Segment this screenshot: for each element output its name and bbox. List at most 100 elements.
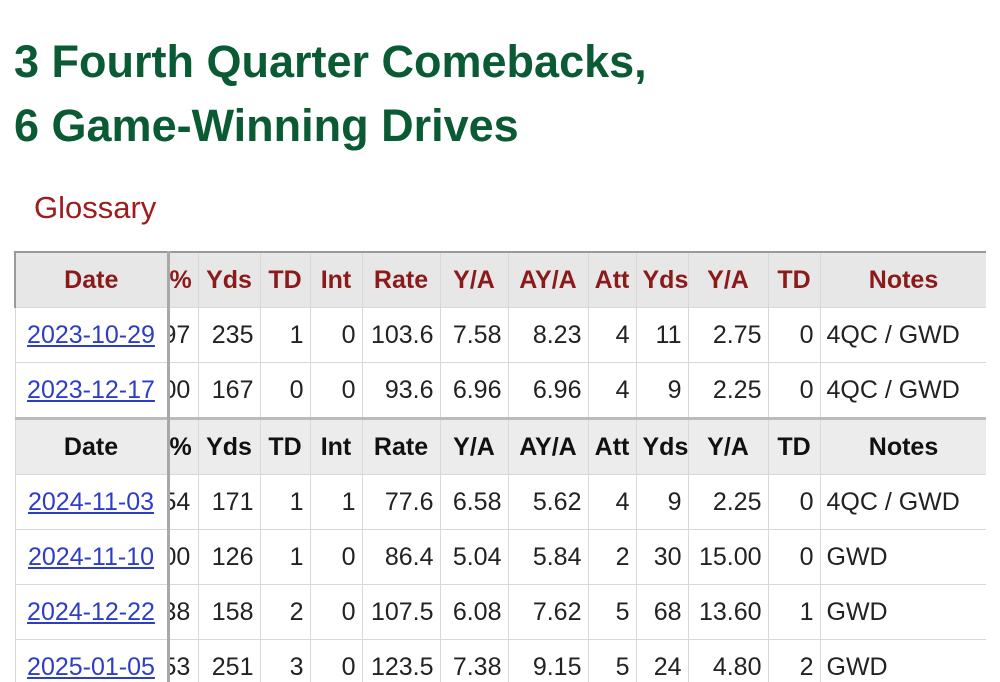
cell-rush-td: 1 (767, 584, 821, 640)
column-header-ya[interactable]: Y/A (439, 417, 509, 475)
column-header-date[interactable]: Date (14, 417, 170, 475)
column-header-int[interactable]: Int (309, 417, 363, 475)
page-title: 3 Fourth Quarter Comebacks, 6 Game-Winni… (14, 30, 647, 158)
completion-pct-value: 00 (169, 375, 191, 404)
cell-int: 1 (309, 474, 363, 530)
cell-ay-a: 8.23 (507, 307, 589, 363)
cell-ya: 5.04 (439, 529, 509, 585)
cell-yds: 167 (197, 362, 261, 419)
column-header-rush-td[interactable]: TD (767, 251, 821, 308)
cell-att: 4 (587, 307, 637, 363)
cell-date[interactable]: 2023-12-17 (14, 362, 170, 419)
completion-pct-value: 00 (169, 542, 191, 571)
cell-int: 0 (309, 307, 363, 363)
cell-yds: 171 (197, 474, 261, 530)
cell-td: 3 (259, 639, 311, 682)
column-header-rush-yds[interactable]: Yds (635, 251, 689, 308)
column-header-att[interactable]: Att (587, 251, 637, 308)
cell-rush-ya: 13.60 (687, 584, 769, 640)
cell-ya: 6.08 (439, 584, 509, 640)
column-header-notes[interactable]: Notes (819, 251, 986, 308)
cell-rush-td: 2 (767, 639, 821, 682)
cell-yds: 251 (197, 639, 261, 682)
cell-rush-yds: 9 (635, 474, 689, 530)
column-header-ya[interactable]: Y/A (439, 251, 509, 308)
game-date-link[interactable]: 2024-11-10 (27, 542, 155, 571)
completion-pct-value: 54 (169, 487, 191, 516)
cell-date[interactable]: 2024-11-03 (14, 474, 170, 530)
column-header-rate[interactable]: Rate (361, 251, 441, 308)
column-header-notes[interactable]: Notes (819, 417, 986, 475)
table-row: 2024-12-22 3815820107.56.087.6256813.601G… (14, 584, 986, 640)
game-date-link[interactable]: 2024-12-22 (27, 597, 155, 626)
column-header-rush-td[interactable]: TD (767, 417, 821, 475)
cell-ay-a: 6.96 (507, 362, 589, 419)
cell-att: 4 (587, 474, 637, 530)
cell-td: 2 (259, 584, 311, 640)
game-date-link[interactable]: 2024-11-03 (27, 487, 155, 516)
cell-date[interactable]: 2024-11-10 (14, 529, 170, 585)
game-winning-drives-table-wrapper[interactable]: Date% Yds TD Int Rate Y/A AY/A Att Yds Y/A TD Notes… (14, 251, 986, 682)
cell-date[interactable]: 2024-12-22 (14, 584, 170, 640)
cell-ay-a: 7.62 (507, 584, 589, 640)
cell-att: 5 (587, 584, 637, 640)
cell-rate: 86.4 (361, 529, 441, 585)
cell-ay-a: 5.62 (507, 474, 589, 530)
cell-date[interactable]: 2023-10-29 (14, 307, 170, 363)
column-header-ay-a[interactable]: AY/A (507, 251, 589, 308)
cell-pct: 97 (167, 307, 199, 363)
cell-notes: 4QC / GWD (819, 307, 986, 363)
cell-rush-ya: 15.00 (687, 529, 769, 585)
cell-date[interactable]: 2025-01-05 (14, 639, 170, 682)
column-header-int[interactable]: Int (309, 251, 363, 308)
cell-notes: GWD (819, 584, 986, 640)
cell-att: 5 (587, 639, 637, 682)
column-header-rush-yds[interactable]: Yds (635, 417, 689, 475)
game-winning-drives-table: Date% Yds TD Int Rate Y/A AY/A Att Yds Y/A TD Notes… (14, 251, 986, 682)
cell-ya: 7.38 (439, 639, 509, 682)
cell-rush-td: 0 (767, 529, 821, 585)
glossary-link[interactable]: Glossary (34, 190, 157, 225)
cell-yds: 235 (197, 307, 261, 363)
game-date-link[interactable]: 2023-10-29 (27, 320, 155, 349)
cell-ay-a: 5.84 (507, 529, 589, 585)
game-date-link[interactable]: 2025-01-05 (27, 652, 155, 681)
table-row: 2025-01-05 5325130123.57.389.155244.802GW… (14, 639, 986, 682)
table-subheader-row: Date% Yds TD Int Rate Y/A AY/A Att Yds Y/A TD Notes (14, 417, 986, 475)
cell-pct: 53 (167, 639, 199, 682)
cell-att: 4 (587, 362, 637, 419)
column-header-yds[interactable]: Yds (197, 417, 261, 475)
table-row: 2023-10-299723510103.67.588.234112.7504Q… (14, 307, 986, 363)
column-header-rush-ya[interactable]: Y/A (687, 417, 769, 475)
cell-rush-yds: 68 (635, 584, 689, 640)
cell-rush-yds: 9 (635, 362, 689, 419)
cell-rate: 107.5 (361, 584, 441, 640)
column-header-pct[interactable]: % (167, 251, 199, 308)
column-header-td[interactable]: TD (259, 251, 311, 308)
table-row: 2023-12-17001670093.66.966.96492.2504QC … (14, 362, 986, 419)
cell-ya: 7.58 (439, 307, 509, 363)
cell-rush-td: 0 (767, 307, 821, 363)
cell-int: 0 (309, 362, 363, 419)
cell-notes: 4QC / GWD (819, 474, 986, 530)
column-header-rush-ya[interactable]: Y/A (687, 251, 769, 308)
cell-rush-yds: 24 (635, 639, 689, 682)
cell-rush-ya: 2.25 (687, 362, 769, 419)
game-date-link[interactable]: 2023-12-17 (27, 375, 155, 404)
table-header-row: Date% Yds TD Int Rate Y/A AY/A Att Yds Y/A TD Notes (14, 251, 986, 308)
cell-rate: 93.6 (361, 362, 441, 419)
column-header-rate[interactable]: Rate (361, 417, 441, 475)
column-header-td[interactable]: TD (259, 417, 311, 475)
cell-rush-ya: 4.80 (687, 639, 769, 682)
cell-yds: 126 (197, 529, 261, 585)
column-header-date[interactable]: Date (14, 251, 170, 308)
cell-pct: 00 (167, 362, 199, 419)
completion-pct-value: 53 (169, 652, 191, 681)
column-header-ay-a[interactable]: AY/A (507, 417, 589, 475)
column-header-yds[interactable]: Yds (197, 251, 261, 308)
table-row: 2024-11-10001261086.45.045.8423015.000GW… (14, 529, 986, 585)
cell-rush-ya: 2.75 (687, 307, 769, 363)
cell-yds: 158 (197, 584, 261, 640)
column-header-pct[interactable]: % (167, 417, 199, 475)
column-header-att[interactable]: Att (587, 417, 637, 475)
